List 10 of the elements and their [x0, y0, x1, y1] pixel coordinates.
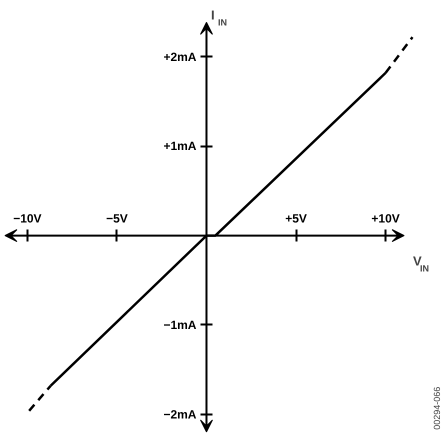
y-tick-label: −2mA [163, 407, 197, 422]
annotation: 00294-066 [432, 386, 442, 430]
x-tick-label: +5V [285, 212, 307, 226]
x-tick-label: −10V [13, 212, 42, 226]
x-tick-label: −5V [106, 212, 128, 226]
y-axis-title: IIN [210, 7, 227, 28]
y-tick-label: −1mA [163, 318, 197, 332]
x-tick-label: +10V [371, 212, 400, 226]
y-tick-label: +2mA [163, 50, 197, 64]
y-tick-label: +1mA [163, 139, 197, 154]
